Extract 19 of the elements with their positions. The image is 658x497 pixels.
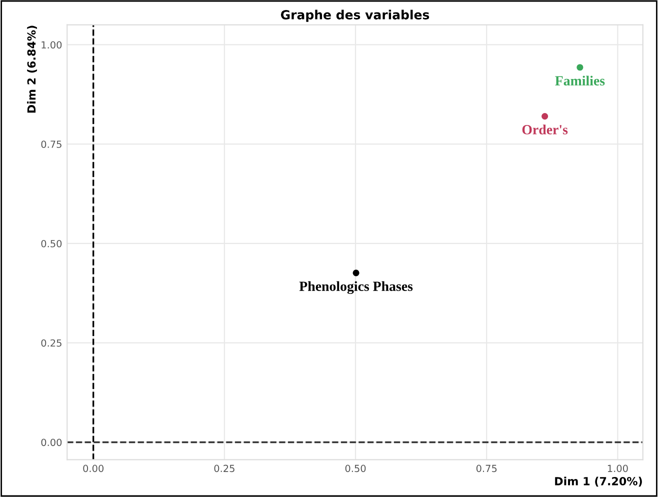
x-tick-label: 0.50 — [345, 464, 366, 472]
y-tick-label: 0.00 — [41, 438, 62, 446]
series-label: Families — [555, 76, 605, 86]
y-tick-label: 0.25 — [41, 339, 62, 347]
y-tick-label: 0.75 — [41, 140, 62, 148]
x-tick-label: 0.25 — [214, 464, 234, 472]
x-tick-label: 0.75 — [476, 464, 497, 472]
series-label: Order's — [522, 124, 568, 134]
chart-title: Graphe des variables — [280, 10, 430, 22]
point — [352, 270, 360, 276]
y-axis-title: Dim 2 (6.84%) — [27, 26, 37, 113]
point — [576, 64, 584, 71]
x-tick-label: 0.00 — [83, 464, 104, 472]
series-label: Phenologics Phases — [299, 281, 413, 294]
x-axis-title: Dim 1 (7.20%) — [555, 476, 642, 487]
y-tick-label: 1.00 — [42, 41, 62, 49]
point — [542, 112, 548, 120]
x-tick-label: 1.00 — [608, 464, 628, 472]
y-tick-label: 0.50 — [41, 240, 62, 248]
